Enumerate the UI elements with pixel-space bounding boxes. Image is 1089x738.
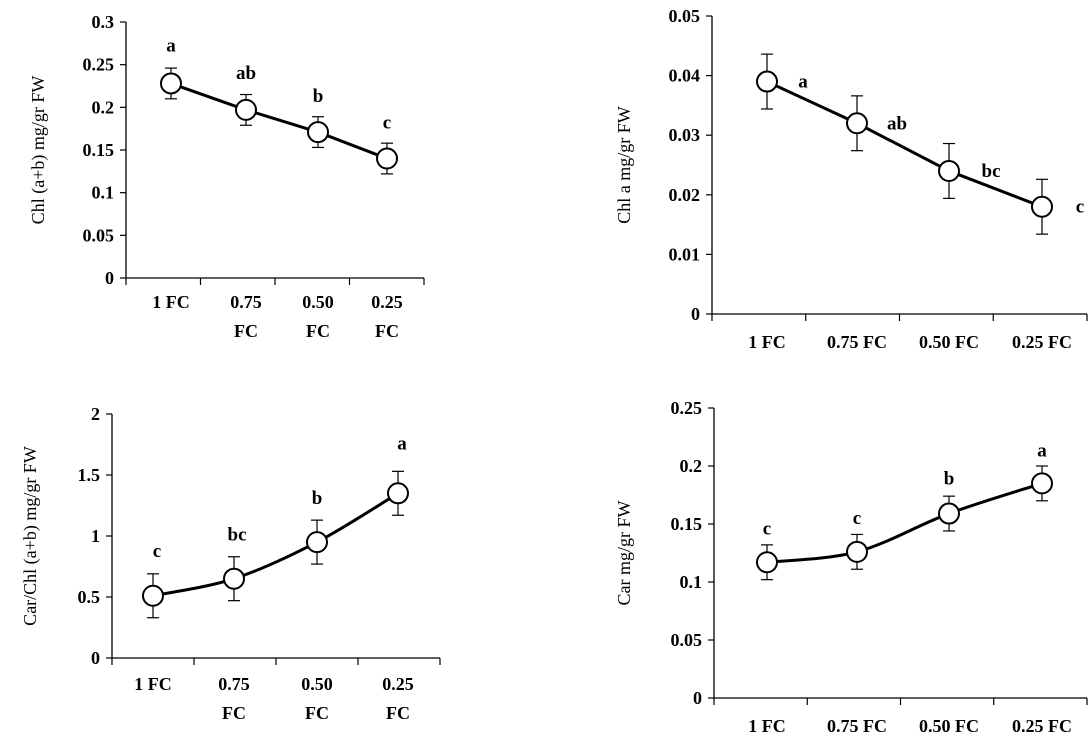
significance-letter: b	[312, 488, 323, 509]
x-tick-label: FC	[305, 703, 329, 723]
y-tick-label: 0	[105, 268, 114, 288]
series-line	[152, 492, 399, 598]
y-tick-label: 0.05	[669, 6, 701, 26]
x-tick-label: FC	[375, 321, 399, 341]
y-tick-label: 0	[91, 648, 100, 668]
significance-letter: c	[153, 541, 161, 562]
data-point	[387, 482, 409, 505]
y-axis-label: Car/Chl (a+b) mg/gr FW	[20, 446, 41, 626]
series-line	[170, 82, 388, 160]
chart-panel-1: 0 0.05 0.1 0.15 0.2 0.25 0.3 1 FC 0.75 FC 0.50 FC 0.…	[28, 12, 425, 341]
y-tick-label: 0.2	[92, 97, 115, 117]
y-tick-label: 0	[691, 304, 700, 324]
x-tick-label: 1 FC	[748, 716, 786, 736]
x-tick-label: 0.75 FC	[827, 716, 887, 736]
x-tick-label: 0.50 FC	[919, 332, 979, 352]
y-axis-label: Car mg/gr FW	[614, 501, 634, 606]
x-tick-label: FC	[234, 321, 258, 341]
x-tick-label: 0.75	[230, 292, 262, 312]
x-tick-label: FC	[306, 321, 330, 341]
y-tick-label: 0.1	[680, 572, 703, 592]
data-point	[142, 584, 164, 607]
significance-letter: b	[944, 469, 955, 490]
y-tick-label: 0.25	[83, 55, 115, 75]
significance-letter: bc	[982, 161, 1001, 182]
y-tick-label: 0.05	[671, 630, 703, 650]
y-axis-label: Chl a mg/gr FW	[614, 106, 634, 224]
data-point	[846, 112, 868, 135]
significance-letter: c	[763, 518, 771, 539]
x-tick-label: 0.25 FC	[1012, 332, 1072, 352]
y-tick-label: 0.03	[669, 125, 701, 145]
y-tick-label: 0.3	[92, 12, 115, 32]
y-tick-label: 0.04	[669, 66, 701, 86]
y-tick-label: 0.05	[83, 225, 115, 245]
y-tick-label: 2	[91, 404, 100, 424]
y-tick-label: 0.5	[78, 587, 101, 607]
x-tick-label: FC	[222, 703, 246, 723]
data-point	[1031, 195, 1053, 218]
y-tick-label: 0.15	[83, 140, 115, 160]
x-tick-label: 0.50	[301, 674, 333, 694]
significance-letter: c	[853, 508, 861, 529]
y-tick-label: 0	[693, 688, 702, 708]
data-point	[1031, 472, 1053, 495]
y-tick-label: 0.1	[92, 183, 115, 203]
x-tick-label: FC	[386, 703, 410, 723]
x-tick-label: 0.75 FC	[827, 332, 887, 352]
x-tick-label: 1 FC	[748, 332, 786, 352]
y-tick-label: 0.25	[671, 398, 703, 418]
significance-letter: bc	[228, 525, 247, 546]
data-point	[307, 121, 329, 144]
x-tick-label: 0.50	[302, 292, 334, 312]
significance-letter: c	[1076, 197, 1084, 218]
data-point	[756, 551, 778, 574]
significance-letter: b	[313, 86, 324, 107]
x-tick-label: 1 FC	[152, 292, 190, 312]
x-tick-label: 0.50 FC	[919, 716, 979, 736]
data-point	[306, 531, 328, 554]
y-tick-label: 0.2	[680, 456, 703, 476]
x-tick-label: 0.75	[218, 674, 250, 694]
data-point	[756, 70, 778, 93]
significance-letter: a	[166, 35, 176, 56]
data-point	[160, 72, 182, 95]
y-tick-label: 1	[91, 526, 100, 546]
significance-letter: ab	[887, 113, 907, 134]
data-point	[938, 502, 960, 525]
significance-letter: ab	[236, 63, 256, 84]
chart-panel-4: 0 0.05 0.1 0.15 0.2 0.25 1 FC 0.75 FC 0.50 FC 0.2…	[614, 398, 1088, 736]
x-tick-label: 1 FC	[134, 674, 172, 694]
data-point	[846, 540, 868, 563]
x-tick-label: 0.25	[371, 292, 403, 312]
chart-panel-2: 0 0.01 0.02 0.03 0.04 0.05 1 FC 0.75 FC 0.50 FC 0…	[614, 6, 1088, 352]
y-tick-label: 1.5	[78, 465, 101, 485]
significance-letter: a	[1037, 440, 1047, 461]
significance-letter: a	[397, 433, 407, 454]
x-tick-label: 0.25	[382, 674, 414, 694]
data-point	[938, 159, 960, 182]
significance-letter: c	[383, 113, 391, 134]
x-tick-label: 0.25 FC	[1012, 716, 1072, 736]
y-tick-label: 0.01	[669, 244, 701, 264]
data-point	[223, 567, 245, 590]
data-point	[376, 147, 398, 170]
y-tick-label: 0.15	[671, 514, 703, 534]
chart-panel-3: 0 0.5 1 1.5 2 1 FC 0.75 FC 0.50 FC 0.25 FC Car/Chl (…	[20, 404, 441, 723]
data-point	[235, 98, 257, 121]
y-axis-label: Chl (a+b) mg/gr FW	[28, 76, 49, 225]
y-tick-label: 0.02	[669, 185, 701, 205]
significance-letter: a	[798, 72, 808, 93]
series-line	[766, 481, 1043, 564]
series-line	[766, 80, 1043, 209]
